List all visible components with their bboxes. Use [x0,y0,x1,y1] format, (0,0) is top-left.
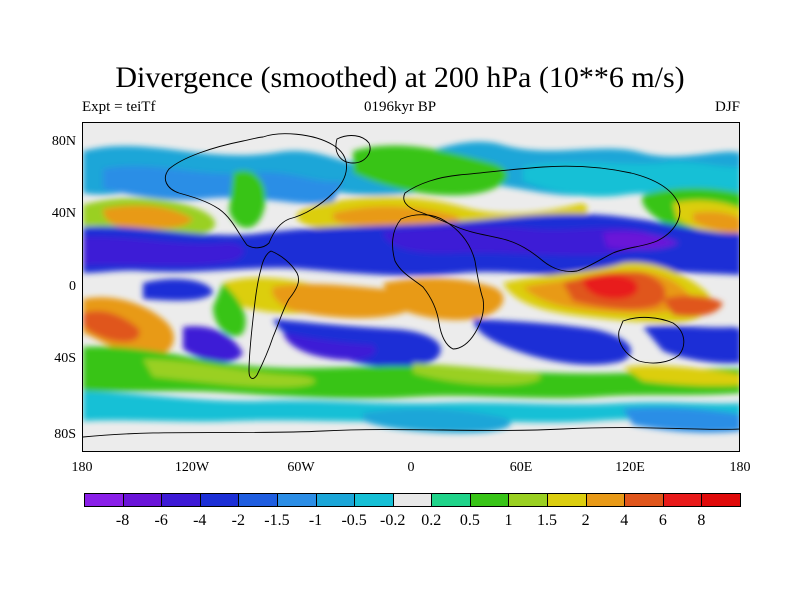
africa-outline [392,214,484,350]
colorbar-swatch [161,493,201,507]
lat-label-eq: 0 [69,279,76,294]
colorbar-swatch [547,493,587,507]
coastlines [83,133,739,438]
colorbar-swatch [238,493,278,507]
colorbar-tick-label: 2 [581,512,590,529]
colorbar-tick-label: -1 [308,512,323,529]
season-label: DJF [714,99,740,115]
australia-outline [618,316,685,364]
colorbar-tick-label: 6 [658,512,667,529]
colorbar-swatch [276,493,317,507]
colorbar-tick-label: 0.5 [459,512,480,529]
colorbar [84,493,741,507]
colorbar-swatch [199,493,240,507]
north-america-outline [165,133,347,249]
colorbar-swatch [431,493,471,507]
contour-fill-layer [83,141,739,433]
colorbar-swatch [354,493,394,507]
colorbar-swatch [122,493,163,507]
colorbar-swatch [315,493,356,507]
south-america-outline [248,250,300,379]
greenland-outline [335,135,371,164]
colorbar-swatch [662,493,703,507]
lat-label-40n: 40N [51,206,76,221]
colorbar-tick-label: 1.5 [537,512,558,529]
colorbar-tick-label: -1.5 [264,512,290,529]
colorbar-tick-label: -0.5 [341,512,367,529]
colorbar-swatch [624,493,664,507]
experiment-label: Expt = teiTf [82,99,156,115]
colorbar-swatch [84,493,124,507]
colorbar-tick-label: 0.2 [421,512,442,529]
colorbar-swatch [585,493,626,507]
colorbar-tick-label: 4 [620,512,629,529]
colorbar-tick-label: 8 [697,512,706,529]
colorbar-swatch [392,493,433,507]
lat-label-80n: 80N [51,134,76,149]
lon-label-180e: 180 [729,460,751,475]
lon-label-180w: 180 [71,460,93,475]
map-plot-area [82,122,740,452]
lat-label-80s: 80S [54,427,76,442]
eurasia-outline [403,165,681,272]
antarctica-outline [83,427,739,438]
colorbar-tick-label: 1 [504,512,513,529]
colorbar-tick-label: -6 [154,512,168,529]
lon-label-0: 0 [407,460,415,475]
divergence-field [83,123,739,451]
colorbar-swatch [701,493,741,507]
lon-label-60w: 60W [287,460,315,475]
colorbar-swatch [508,493,549,507]
lon-label-120e: 120E [615,460,645,475]
lon-label-60e: 60E [509,460,533,475]
time-label: 0196kyr BP [363,99,437,115]
colorbar-tick-label: -0.2 [380,512,406,529]
lat-label-40s: 40S [54,351,76,366]
map-title: Divergence (smoothed) at 200 hPa (10**6 … [115,61,685,94]
colorbar-tick-label: -8 [115,512,130,529]
lon-label-120w: 120W [174,460,210,475]
colorbar-tick-label: -2 [231,512,245,529]
colorbar-tick-label: -4 [193,512,207,529]
colorbar-swatch [469,493,510,507]
